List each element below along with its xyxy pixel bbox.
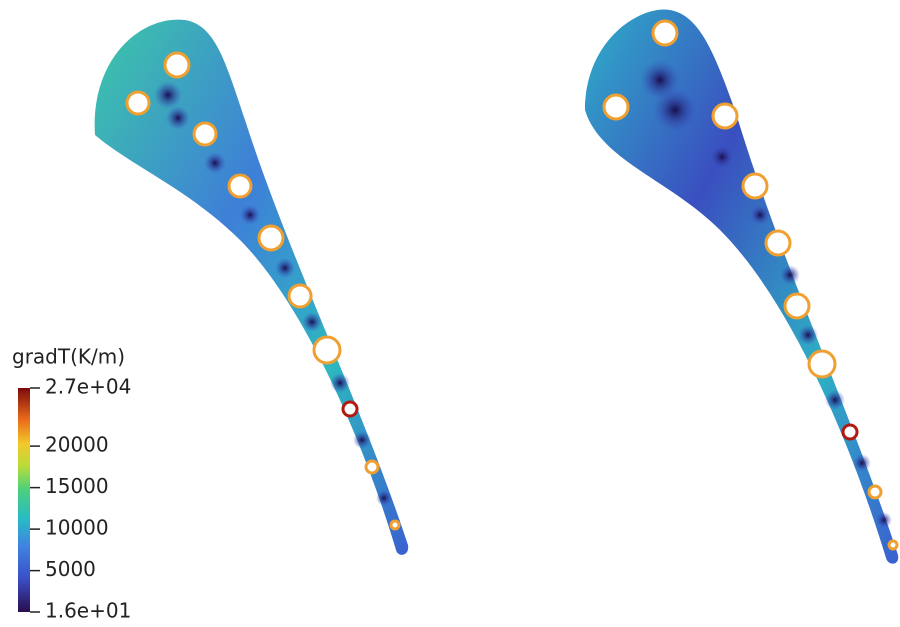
tick-label: 10000	[45, 516, 109, 540]
blade-left	[94, 19, 409, 555]
tick-label: 15000	[45, 474, 109, 498]
tick-label: 20000	[45, 433, 109, 457]
blade-right	[585, 9, 899, 564]
tick-label: 1.6e+01	[45, 599, 131, 623]
tick-label: 2.7e+04	[45, 375, 131, 399]
colorbar	[18, 388, 30, 612]
tick-label: 5000	[45, 557, 96, 581]
colorbar-title: gradT(K/m)	[12, 345, 125, 369]
